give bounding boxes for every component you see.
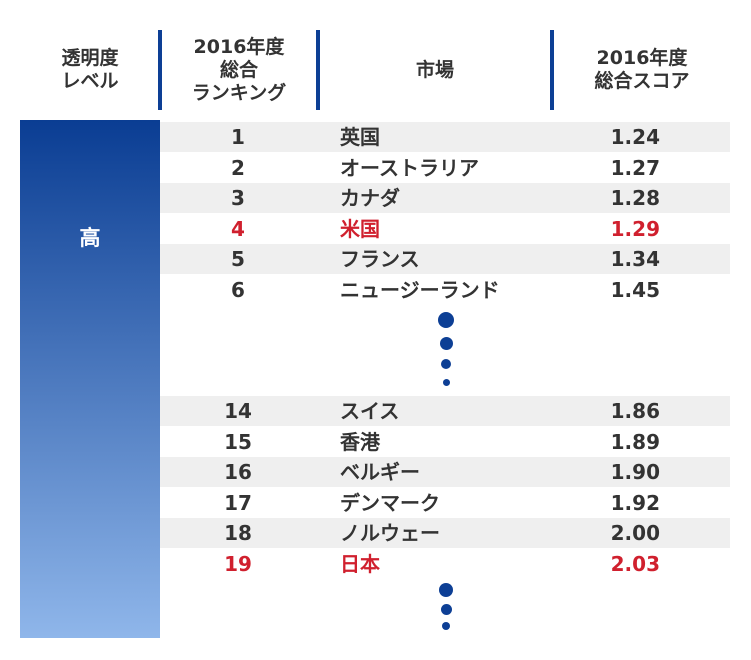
ellipsis-dot <box>438 312 454 328</box>
rank: 14 <box>224 399 252 423</box>
rank: 19 <box>224 551 252 576</box>
score: 1.24 <box>610 125 660 149</box>
score: 1.27 <box>610 155 660 180</box>
market: ノルウェー <box>340 521 440 545</box>
rank: 16 <box>224 460 252 484</box>
market: 香港 <box>340 429 380 454</box>
score: 1.45 <box>610 277 660 302</box>
header-line: 2016年度 <box>596 47 688 69</box>
rank: 6 <box>231 277 245 302</box>
ellipsis-dot <box>442 378 450 386</box>
score: 1.86 <box>610 399 660 423</box>
table-row: 14 スイス 1.86 <box>160 396 730 426</box>
ellipsis-dot <box>440 603 452 615</box>
rank: 15 <box>224 429 252 454</box>
market: 英国 <box>340 125 380 149</box>
separator <box>550 30 554 110</box>
score: 1.34 <box>610 247 660 271</box>
table-row: 1 英国 1.24 <box>160 122 730 152</box>
rank: 4 <box>231 216 245 241</box>
score: 2.00 <box>610 521 660 545</box>
score: 1.90 <box>610 460 660 484</box>
market: オーストラリア <box>340 155 479 180</box>
market: デンマーク <box>340 490 440 515</box>
market: スイス <box>340 399 400 423</box>
ellipsis-dot <box>439 583 453 597</box>
rank: 3 <box>231 186 245 210</box>
table-row: 16 ベルギー 1.90 <box>160 457 730 487</box>
table-row: 3 カナダ 1.28 <box>160 183 730 213</box>
ellipsis-dot <box>439 336 453 350</box>
rank: 5 <box>231 247 245 271</box>
table-row: 2 オーストラリア 1.27 <box>160 153 730 183</box>
column-header: 2016年度 総合 ランキング <box>162 30 316 110</box>
separator <box>316 30 320 110</box>
table-row: 6 ニュージーランド 1.45 <box>160 275 730 305</box>
table-row: 19 日本 2.03 <box>160 549 730 579</box>
ellipsis-dot <box>441 359 451 369</box>
header-line: レベル <box>61 70 119 92</box>
header-line: 透明度 <box>61 47 119 69</box>
header-line: 総合スコア <box>594 70 690 92</box>
rank: 1 <box>231 125 245 149</box>
market: ニュージーランド <box>340 277 500 302</box>
level-label: 高 <box>79 226 101 250</box>
column-header: 透明度 レベル <box>20 30 160 110</box>
market: カナダ <box>340 186 400 210</box>
ellipsis-dot <box>442 622 450 630</box>
market: ベルギー <box>340 460 420 484</box>
header-line: ランキング <box>191 81 287 104</box>
table-row: 18 ノルウェー 2.00 <box>160 518 730 548</box>
column-header: 市場 <box>320 30 550 110</box>
score: 1.89 <box>610 429 660 454</box>
table-row: 17 デンマーク 1.92 <box>160 488 730 518</box>
header-line: 2016年度 <box>193 35 285 58</box>
separator <box>158 30 162 110</box>
market: 日本 <box>340 551 380 576</box>
table-row: 15 香港 1.89 <box>160 427 730 457</box>
column-header: 2016年度 総合スコア <box>554 30 730 110</box>
rank: 18 <box>224 521 252 545</box>
header-line: 市場 <box>415 58 454 81</box>
header-line: 総合 <box>219 58 258 81</box>
table-row: 5 フランス 1.34 <box>160 244 730 274</box>
score: 1.28 <box>610 186 660 210</box>
level-bar <box>20 120 160 638</box>
score: 1.29 <box>610 216 660 241</box>
market: フランス <box>340 247 420 271</box>
score: 1.92 <box>610 490 660 515</box>
market: 米国 <box>340 216 380 241</box>
rank: 2 <box>231 155 245 180</box>
score: 2.03 <box>610 551 660 576</box>
rank: 17 <box>224 490 252 515</box>
table-row: 4 米国 1.29 <box>160 214 730 244</box>
